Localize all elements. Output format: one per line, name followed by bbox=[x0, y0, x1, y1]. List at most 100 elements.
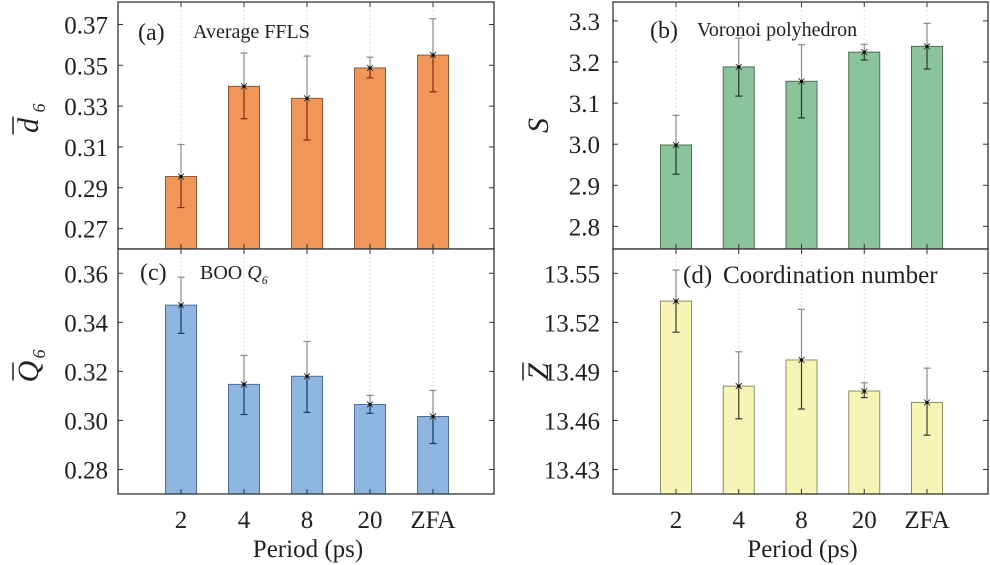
mean-dot bbox=[862, 389, 866, 393]
bar-20 bbox=[354, 403, 386, 495]
panel-title-subscript: 6 bbox=[262, 273, 268, 287]
mean-dot bbox=[737, 65, 741, 69]
panel-letter: (d) bbox=[683, 262, 712, 289]
mean-dot bbox=[368, 402, 372, 406]
error-bar-8 bbox=[303, 340, 311, 413]
x-tick-label-4: 4 bbox=[238, 507, 251, 534]
x-tick-label-8: 8 bbox=[301, 507, 314, 534]
y-axis-label-main: d bbox=[12, 117, 45, 133]
error-bar-4 bbox=[240, 52, 248, 120]
y-tick-label: 0.27 bbox=[64, 217, 108, 244]
y-tick-label: 3.3 bbox=[569, 9, 600, 36]
panel-title-main: BOO bbox=[200, 262, 247, 284]
error-bar-20 bbox=[366, 56, 374, 79]
y-axis-label-main: S bbox=[522, 118, 555, 133]
y-tick-label: 0.33 bbox=[64, 94, 108, 121]
y-tick-label: 0.34 bbox=[64, 310, 108, 337]
error-bar-4 bbox=[735, 37, 743, 97]
y-tick-label: 3.1 bbox=[569, 91, 600, 118]
x-tick-label-ZFA: ZFA bbox=[410, 507, 455, 534]
error-bar-20 bbox=[860, 43, 868, 61]
y-tick-label: 13.49 bbox=[544, 359, 600, 386]
y-axis-label-main: Z bbox=[522, 363, 555, 380]
error-bar-20 bbox=[860, 382, 868, 399]
mean-dot bbox=[242, 84, 246, 88]
mean-dot bbox=[368, 66, 372, 70]
x-axis-label: Period (ps) bbox=[253, 536, 363, 563]
error-bar-8 bbox=[798, 308, 805, 410]
mean-dot bbox=[179, 175, 183, 179]
error-bar-ZFA bbox=[923, 22, 931, 70]
error-bar-2 bbox=[177, 143, 185, 209]
mean-dot bbox=[305, 374, 309, 378]
mean-dot bbox=[431, 415, 435, 419]
panel-b-voronoi-polyhedron: 2.8 2.9 3.0 3.1 3.2 3.3 S (b) Voronoi polyhedron bbox=[522, 1, 989, 250]
mean-dot bbox=[179, 303, 183, 307]
y-tick-label: 0.29 bbox=[64, 176, 108, 203]
mean-dot bbox=[800, 79, 803, 83]
panel-title: Coordination number bbox=[723, 262, 938, 289]
x-tick-label-20: 20 bbox=[358, 507, 383, 534]
error-bar-ZFA bbox=[429, 18, 437, 93]
y-tick-label: 0.31 bbox=[64, 135, 108, 162]
y-tick-label: 3.0 bbox=[569, 132, 600, 159]
bar-ZFA bbox=[911, 45, 943, 250]
x-tick-label-2: 2 bbox=[175, 507, 188, 534]
bar-2 bbox=[660, 300, 692, 495]
panel-c-boo-q6: 0.28 0.30 0.32 0.34 0.36 2 4 8 20 ZFA Period (ps) Q… bbox=[12, 248, 495, 563]
panel-title: Voronoi polyhedron bbox=[697, 19, 857, 41]
y-tick-label: 13.46 bbox=[544, 408, 600, 435]
panel-title: Average FFLS bbox=[193, 21, 310, 43]
panel-title-italic: Q bbox=[247, 262, 262, 284]
x-tick-label-2: 2 bbox=[670, 507, 683, 534]
bar-20 bbox=[848, 51, 881, 250]
mean-dot bbox=[925, 44, 929, 48]
x-tick-label-8: 8 bbox=[795, 507, 808, 534]
y-tick-label: 0.32 bbox=[64, 359, 108, 386]
bar-20 bbox=[848, 390, 881, 495]
mean-dot bbox=[674, 143, 678, 147]
bar-8 bbox=[785, 80, 818, 250]
y-axis-label: Q6 bbox=[12, 350, 49, 383]
panel-letter: (a) bbox=[138, 20, 165, 46]
mean-dot bbox=[305, 96, 309, 100]
y-tick-label: 13.43 bbox=[544, 457, 600, 484]
bar-20 bbox=[354, 67, 386, 250]
error-bar-2 bbox=[672, 269, 680, 333]
mean-dot bbox=[674, 299, 678, 303]
y-tick-label: 13.52 bbox=[544, 310, 600, 337]
panel-letter: (b) bbox=[650, 18, 678, 44]
y-axis-label: d6 bbox=[12, 104, 49, 135]
x-tick-label-20: 20 bbox=[852, 507, 877, 534]
error-bar-ZFA bbox=[923, 367, 931, 436]
panel-title: BOO Q6 bbox=[200, 262, 268, 287]
error-bar-2 bbox=[672, 114, 680, 175]
error-bar-8 bbox=[798, 44, 805, 119]
mean-dot bbox=[431, 53, 435, 57]
error-bar-2 bbox=[177, 276, 185, 334]
y-tick-label: 0.30 bbox=[64, 408, 108, 435]
y-tick-label: 13.55 bbox=[544, 261, 600, 288]
y-tick-label: 3.2 bbox=[569, 50, 600, 77]
y-tick-label: 2.9 bbox=[569, 173, 600, 200]
y-axis-label: Z bbox=[522, 362, 555, 381]
mean-dot bbox=[800, 358, 803, 362]
y-axis-label: S bbox=[522, 118, 555, 133]
error-bar-4 bbox=[240, 354, 248, 416]
x-tick-label-4: 4 bbox=[733, 507, 746, 534]
y-tick-label: 0.28 bbox=[64, 457, 108, 484]
mean-dot bbox=[862, 50, 866, 54]
y-axis-label-subscript: 6 bbox=[29, 350, 49, 359]
y-tick-label: 0.36 bbox=[64, 261, 108, 288]
panel-letter: (c) bbox=[140, 260, 167, 286]
mean-dot bbox=[737, 384, 741, 388]
y-tick-label: 0.37 bbox=[64, 12, 108, 39]
panel-d-coordination-number: 13.43 13.46 13.49 13.52 13.55 2 4 8 20 ZFA Period … bbox=[522, 248, 989, 563]
x-axis-label: Period (ps) bbox=[747, 536, 857, 563]
y-axis-label-subscript: 6 bbox=[29, 104, 49, 113]
y-axis-label-main: Q bbox=[12, 360, 45, 382]
error-bar-8 bbox=[303, 55, 311, 141]
error-bar-20 bbox=[366, 394, 374, 414]
